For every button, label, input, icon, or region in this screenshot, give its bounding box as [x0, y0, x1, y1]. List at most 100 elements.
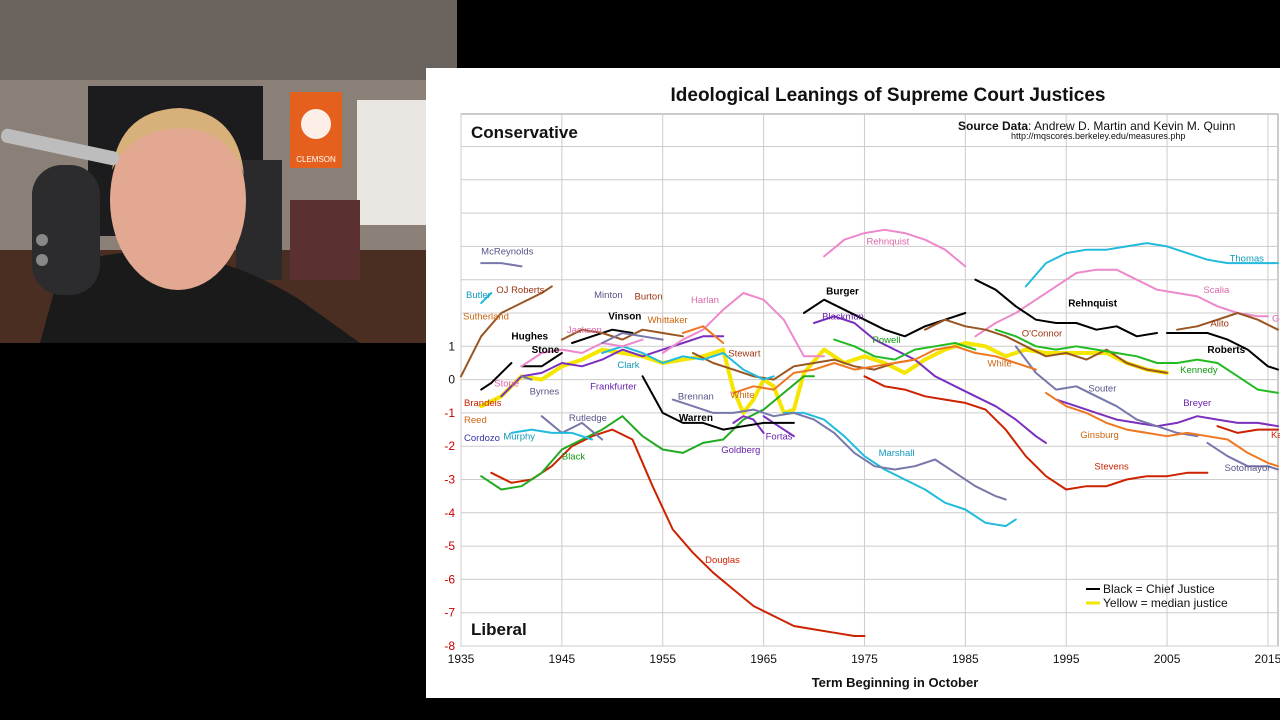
justice-label: Black [562, 452, 585, 463]
x-tick-label: 1975 [851, 652, 878, 666]
conservative-label: Conservative [471, 123, 578, 142]
series-line-goldberg [732, 415, 765, 434]
justice-label: Clark [617, 360, 639, 371]
justice-label: Stevens [1094, 462, 1129, 473]
series-line-frankfurter [500, 335, 725, 398]
series-line-minton [601, 332, 664, 344]
series-line-black [480, 375, 815, 491]
x-tick-label: 1945 [549, 652, 576, 666]
series-line-scalia [974, 268, 1269, 338]
series-line-brennan [671, 398, 1007, 501]
series-layer [460, 228, 1279, 637]
person-head [110, 110, 246, 290]
justice-label: Sutherland [463, 312, 509, 323]
justice-label: Rehnquist [1068, 298, 1118, 309]
justice-label: Kennedy [1180, 365, 1218, 376]
y-tick-label: -6 [444, 572, 455, 586]
series-line-oj-roberts [460, 285, 553, 378]
justice-label: Byrnes [530, 387, 560, 398]
series-line-rutledge [540, 415, 604, 441]
justice-label: Fortas [766, 432, 793, 443]
justice-label: White [988, 358, 1012, 369]
liberal-label: Liberal [471, 620, 527, 639]
justice-label: Powell [873, 335, 901, 346]
series-line-marshall [782, 411, 1017, 528]
source-label: Source Data [958, 119, 1028, 133]
justice-label: Burton [634, 292, 662, 303]
justice-label: Breyer [1183, 398, 1211, 409]
y-tick-label: -4 [444, 506, 455, 520]
justice-label: Blackmun [822, 312, 864, 323]
series-line-souter [1014, 345, 1199, 438]
justice-label: Cordozo [464, 433, 500, 444]
series-line-burton [560, 328, 684, 341]
y-tick-label: -2 [444, 439, 455, 453]
series-line-o-connor [924, 318, 1168, 374]
justice-label: Kag [1271, 430, 1280, 441]
series-line-roberts [1166, 332, 1279, 371]
justice-label: Vinson [608, 312, 641, 323]
person-shoulders [40, 252, 360, 343]
justice-label: Butler [466, 290, 491, 301]
justice-label: Brennan [678, 392, 714, 403]
series-line-butler [480, 292, 493, 304]
justice-label: Stone [494, 378, 519, 389]
justice-label: Reed [464, 415, 487, 426]
series-line-murphy [510, 428, 594, 441]
series-line-powell [833, 338, 977, 361]
justice-label: Murphy [503, 432, 535, 443]
justice-label: Go [1272, 313, 1280, 324]
webcam-overlay: CLEMSON [0, 0, 457, 343]
microphone [32, 165, 100, 295]
door [357, 100, 427, 225]
series-line-stewart [692, 352, 916, 381]
y-tick-label: -1 [444, 406, 455, 420]
justice-label: Rehnquist [866, 237, 909, 248]
series-line-thomas [1024, 242, 1279, 288]
chart-background [426, 68, 1280, 698]
source-line: Source Data: Andrew D. Martin and Kevin … [958, 119, 1235, 133]
x-tick-label: 1995 [1053, 652, 1080, 666]
justice-label: Sotomayor [1225, 463, 1271, 474]
justice-label: Hughes [511, 332, 548, 343]
series-line-ginsburg [1045, 391, 1279, 468]
series-line-kagan [1216, 425, 1279, 434]
x-tick-label: 1955 [649, 652, 676, 666]
series-line-stevens [863, 375, 1209, 491]
webcam-scene: CLEMSON [0, 0, 457, 343]
justice-label: Thomas [1230, 253, 1265, 264]
series-line-harlan [661, 292, 826, 358]
source-text: : Andrew D. Martin and Kevin M. Quinn [1028, 119, 1235, 133]
justice-label: Goldberg [721, 445, 760, 456]
series-line-white [732, 345, 1037, 394]
justice-label: Stewart [728, 348, 761, 359]
justice-label: Stone [532, 345, 560, 356]
pennant-text: CLEMSON [296, 155, 336, 164]
series-line-warren [641, 375, 795, 431]
series-line-byrnes [520, 375, 533, 381]
justice-label: Roberts [1207, 345, 1245, 356]
series-line-mcreynolds [480, 262, 523, 268]
series-line-blackmun [813, 315, 1047, 444]
y-tick-label: -7 [444, 606, 455, 620]
labels-layer: McReynolds Butler OJ Roberts SutherlandHugh… [463, 237, 1280, 566]
justice-label: White [730, 390, 754, 401]
justice-label: Douglas [705, 555, 740, 566]
justice-label: Warren [679, 413, 713, 424]
series-line-whittaker [681, 325, 725, 344]
legend-chief: Black = Chief Justice [1103, 582, 1215, 596]
source-url: http://mqscores.berkeley.edu/measures.ph… [1011, 131, 1185, 141]
series-line-douglas [490, 428, 866, 637]
legend-median: Yellow = median justice [1103, 596, 1228, 610]
justice-label: O'Connor [1022, 328, 1062, 339]
y-tick-label: -5 [444, 539, 455, 553]
series-line-hughes [480, 362, 513, 391]
justice-label: Rutledge [569, 413, 607, 424]
chart-title: Ideological Leanings of Supreme Court Ju… [671, 85, 1106, 106]
justice-label: Brandeis [464, 398, 502, 409]
chart-panel: 1935 1945 1955 1965 1975 1985 1995 2005 2015 -8 -7… [426, 68, 1280, 698]
justice-label: Frankfurter [590, 382, 636, 393]
justice-label: Scalia [1203, 285, 1230, 296]
series-line-alito [1176, 312, 1279, 331]
series-line-rehnquist [974, 278, 1158, 338]
